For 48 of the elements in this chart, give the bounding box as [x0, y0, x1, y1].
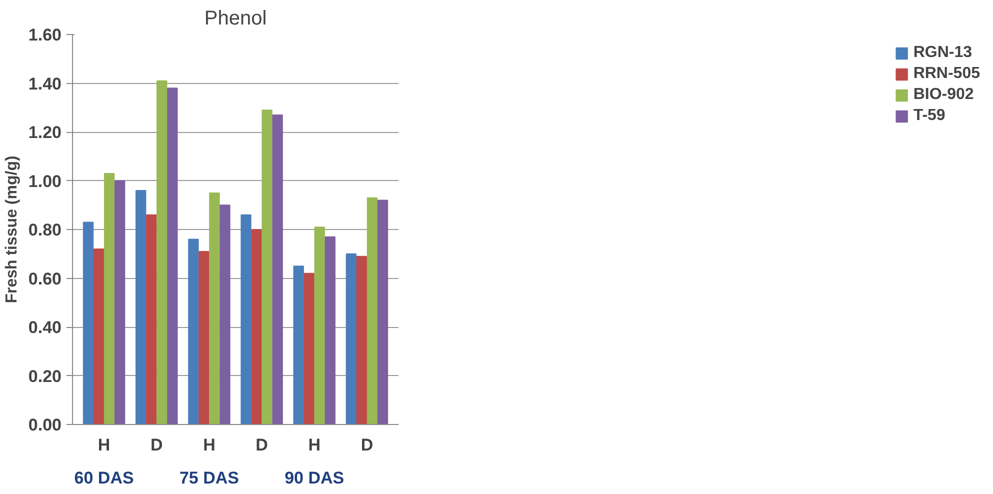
text: 75 DAS [179, 468, 239, 488]
bar [220, 204, 230, 424]
bar [262, 110, 272, 424]
text: 60 DAS [74, 468, 134, 488]
bar [114, 180, 126, 424]
bar [136, 190, 146, 424]
legend-label: BIO-902 [913, 86, 974, 104]
bar [93, 248, 104, 424]
x-tick-label: H [203, 436, 216, 454]
bar [272, 114, 283, 424]
bar [188, 238, 199, 424]
legend-label: RRN-505 [913, 65, 980, 83]
y-tick-label: 0.00 [28, 416, 62, 434]
bar [146, 214, 157, 424]
bar [251, 229, 262, 424]
bar [366, 197, 378, 424]
bar [293, 266, 304, 424]
chart-title: Phenol [204, 8, 267, 30]
legend-label: T-59 [913, 107, 946, 125]
bar [324, 236, 336, 424]
y-tick-label: 1.60 [28, 26, 62, 44]
legend-label: RGN-13 [913, 44, 972, 62]
y-tick-label: 0.80 [28, 220, 62, 240]
bar [346, 253, 357, 424]
y-axis-title: Fresh tissue (mg/g) [3, 156, 20, 304]
bar [156, 80, 168, 424]
bar [377, 200, 388, 424]
y-tick-label: 1.00 [28, 172, 62, 191]
x-tick-label: H [308, 436, 321, 454]
x-tick-label: D [360, 436, 374, 454]
x-tick-label: D [256, 436, 268, 454]
bar [198, 250, 210, 424]
bar [104, 172, 115, 424]
x-tick-label: H [98, 436, 110, 454]
bar [304, 272, 314, 424]
y-tick-label: 1.20 [28, 123, 62, 142]
bar [356, 256, 368, 424]
bar [82, 222, 94, 424]
text: 90 DAS [284, 468, 344, 488]
bar [209, 192, 220, 424]
bar [240, 214, 252, 424]
y-tick-label: 0.40 [28, 318, 62, 337]
x-tick-label: D [150, 436, 163, 454]
bar [314, 226, 325, 424]
y-tick-label: 0.20 [28, 366, 62, 386]
bar [167, 88, 178, 424]
y-tick-label: 0.60 [28, 269, 62, 288]
y-tick-label: 1.40 [28, 74, 62, 94]
